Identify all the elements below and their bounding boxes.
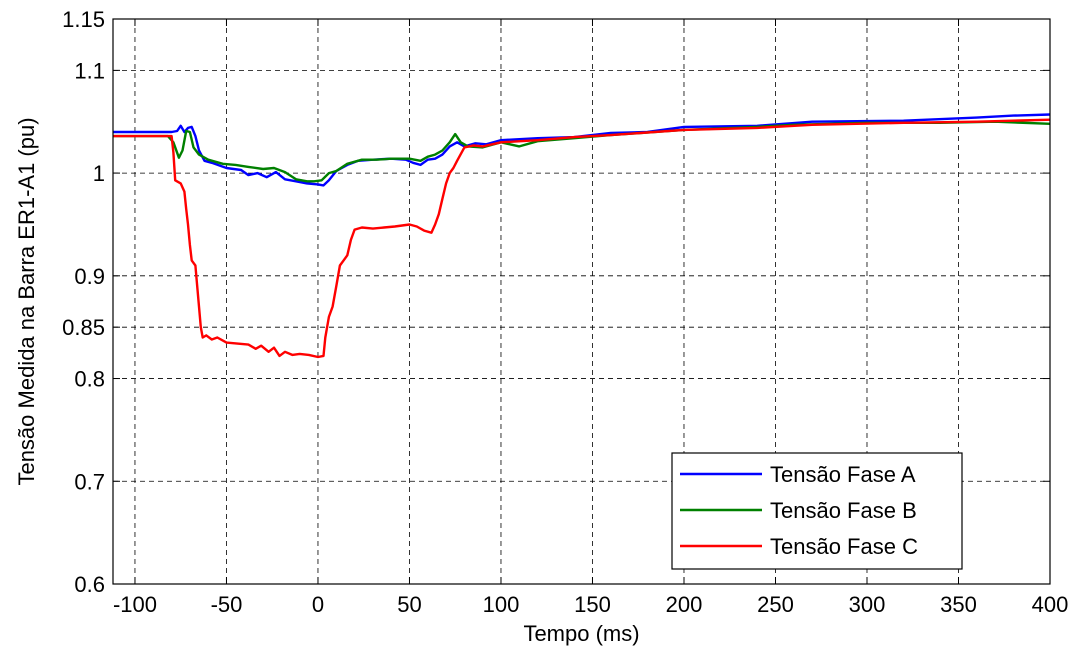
- y-tick-label: 0.9: [74, 264, 105, 289]
- x-tick-label: -100: [113, 592, 157, 617]
- x-tick-label: 400: [1032, 592, 1069, 617]
- x-tick-label: 0: [312, 592, 324, 617]
- series-line-tens-o-fase-c: [113, 118, 1051, 359]
- y-tick-label: 0.7: [74, 469, 105, 494]
- y-axis-label: Tensão Medida na Barra ER1-A1 (pu): [14, 117, 39, 485]
- y-tick-label: 0.85: [62, 315, 105, 340]
- y-tick-label: 1.15: [62, 7, 105, 32]
- x-tick-label: 150: [574, 592, 611, 617]
- series-layer: [113, 113, 1051, 359]
- ticks: -100 -50 0 50 100 150 200 250 300 350 400 0.6 0.7 0.8…: [62, 7, 1068, 617]
- x-tick-label: 300: [849, 592, 886, 617]
- legend-label-tens-o-fase-c: Tensão Fase C: [770, 534, 918, 559]
- y-tick-label: 1.1: [74, 58, 105, 83]
- y-tick-label: 1: [93, 161, 105, 186]
- legend-label-tens-o-fase-b: Tensão Fase B: [770, 498, 917, 523]
- y-tick-label: 0.8: [74, 367, 105, 392]
- x-tick-label: -50: [211, 592, 243, 617]
- y-tick-label: 0.6: [74, 572, 105, 597]
- x-tick-label: 100: [483, 592, 520, 617]
- x-tick-label: 350: [940, 592, 977, 617]
- x-tick-label: 50: [397, 592, 421, 617]
- x-axis-label: Tempo (ms): [523, 621, 639, 646]
- legend-label-tens-o-fase-a: Tensão Fase A: [770, 462, 916, 487]
- x-tick-label: 200: [666, 592, 703, 617]
- plot-frame: [112, 18, 1051, 585]
- x-tick-label: 250: [757, 592, 794, 617]
- legend: Tensão Fase A Tensão Fase B Tensão Fase C: [671, 452, 963, 570]
